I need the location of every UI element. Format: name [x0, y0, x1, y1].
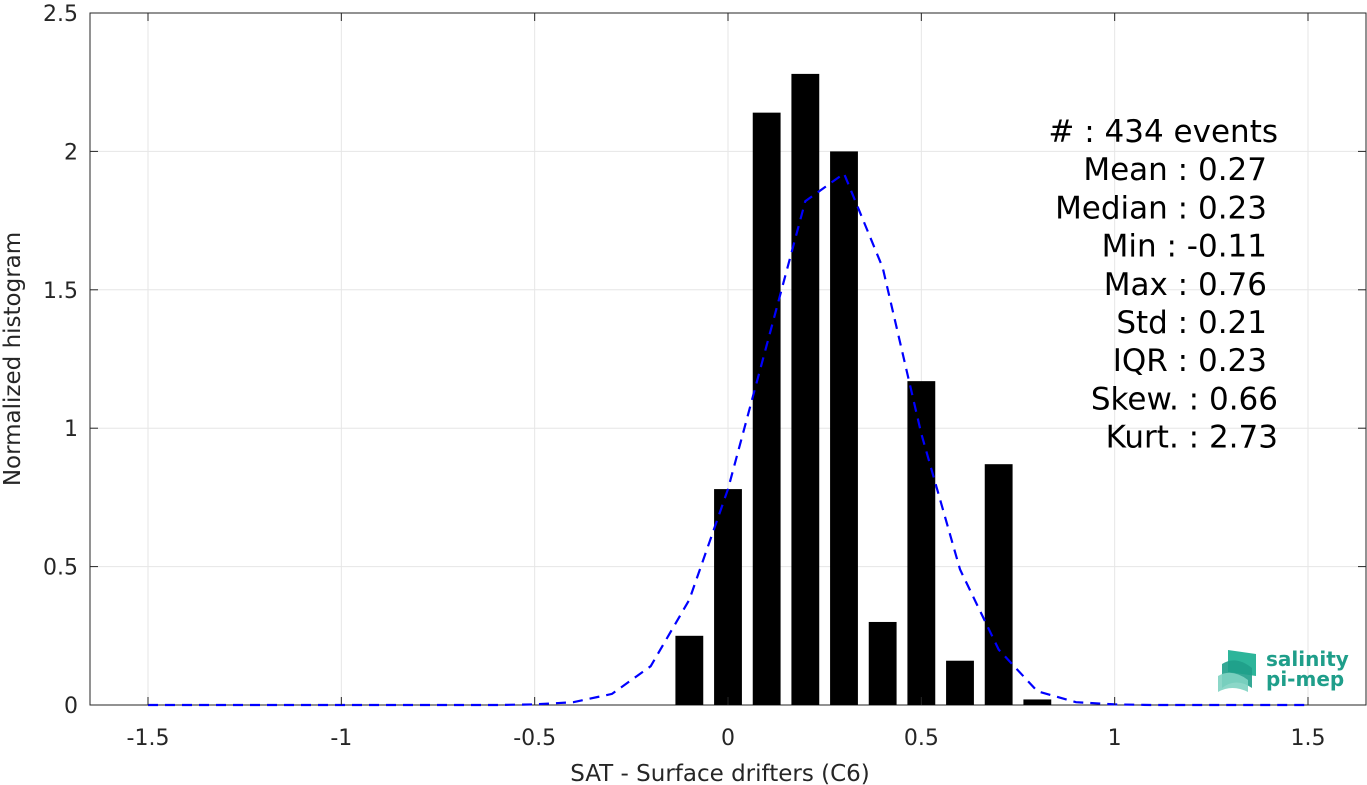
- logo-icon: [1218, 650, 1256, 692]
- y-axis-label: Normalized histogram: [0, 232, 26, 486]
- histogram-bar: [907, 381, 936, 705]
- logo-text-salinity: salinity: [1266, 647, 1349, 671]
- x-tick-label: -1.5: [127, 726, 170, 751]
- x-tick-label: -1: [330, 726, 352, 751]
- x-tick-label: 0.5: [904, 726, 939, 751]
- stats-line: IQR : 0.23: [1113, 343, 1267, 379]
- histogram-bar: [791, 73, 820, 706]
- stats-line: Std : 0.21: [1116, 305, 1267, 341]
- histogram-bar: [868, 621, 897, 705]
- x-axis-ticks: -1.5 -1 -0.5 0 0.5 1 1.5: [127, 13, 1326, 751]
- stats-line: Max : 0.76: [1104, 267, 1267, 303]
- x-tick-label: 1: [1108, 726, 1122, 751]
- y-axis-ticks: 0 0.5 1 1.5 2 2.5: [43, 2, 1366, 719]
- y-tick-label: 2.5: [43, 2, 78, 27]
- salinity-pi-mep-logo: salinity pi-mep: [1218, 647, 1349, 692]
- histogram-bar: [984, 464, 1013, 705]
- stats-line: Kurt. : 2.73: [1106, 420, 1278, 456]
- y-tick-label: 0.5: [43, 556, 78, 581]
- histogram-bar: [830, 151, 858, 705]
- histogram-bars: [675, 73, 1052, 706]
- histogram-bar: [752, 112, 781, 705]
- x-axis-label: SAT - Surface drifters (C6): [570, 761, 870, 785]
- stats-line: # : 434 events: [1048, 114, 1278, 150]
- stats-line: Min : -0.11: [1102, 229, 1267, 265]
- y-tick-label: 1.5: [43, 279, 78, 304]
- stats-line: Skew. : 0.66: [1091, 381, 1278, 417]
- x-tick-label: 1.5: [1291, 726, 1326, 751]
- stats-line: Median : 0.23: [1055, 190, 1267, 226]
- histogram-bar: [675, 635, 704, 705]
- x-tick-label: -0.5: [513, 726, 556, 751]
- histogram-bar: [1023, 699, 1052, 705]
- y-tick-label: 0: [64, 694, 78, 719]
- y-tick-label: 2: [64, 140, 78, 165]
- stats-line: Mean : 0.27: [1083, 152, 1267, 188]
- logo-text-pi-mep: pi-mep: [1266, 667, 1344, 691]
- y-tick-label: 1: [64, 417, 78, 442]
- x-tick-label: 0: [721, 726, 735, 751]
- histogram-bar: [946, 660, 974, 705]
- histogram-bar: [714, 489, 742, 705]
